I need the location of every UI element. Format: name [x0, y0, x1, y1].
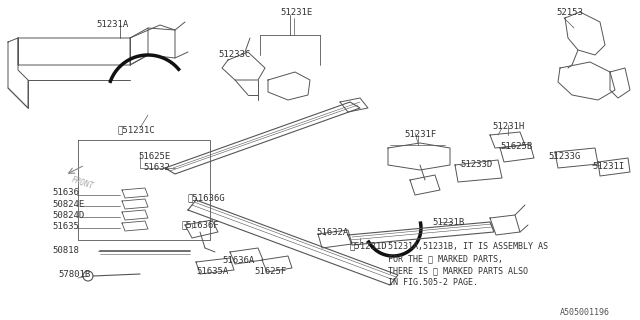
Text: 51635A: 51635A — [196, 267, 228, 276]
Text: 50818: 50818 — [52, 246, 79, 255]
Text: 51231B: 51231B — [432, 218, 464, 227]
Text: A505001196: A505001196 — [560, 308, 610, 317]
Text: 51625F: 51625F — [254, 267, 286, 276]
Text: FRONT: FRONT — [70, 175, 95, 191]
Text: 52153: 52153 — [556, 8, 583, 17]
Text: 51231H: 51231H — [492, 122, 524, 131]
Text: 51635: 51635 — [52, 222, 79, 231]
Text: THERE IS ※ MARKED PARTS ALSO: THERE IS ※ MARKED PARTS ALSO — [388, 266, 528, 275]
Text: 51636: 51636 — [52, 188, 79, 197]
Text: 51625B: 51625B — [500, 142, 532, 151]
Text: 51231E: 51231E — [280, 8, 312, 17]
Text: 51636A: 51636A — [222, 256, 254, 265]
Text: ※51636G: ※51636G — [188, 193, 226, 202]
Text: 51625E: 51625E — [138, 152, 170, 161]
Text: 57801B: 57801B — [58, 270, 90, 279]
Text: 51231F: 51231F — [404, 130, 436, 139]
Text: 50824D: 50824D — [52, 211, 84, 220]
Text: 51233C: 51233C — [218, 50, 250, 59]
Text: ※51636F: ※51636F — [182, 220, 220, 229]
Text: FOR THE ※ MARKED PARTS,: FOR THE ※ MARKED PARTS, — [388, 254, 503, 263]
Text: IN FIG.505-2 PAGE.: IN FIG.505-2 PAGE. — [388, 278, 478, 287]
Text: 51632A: 51632A — [316, 228, 348, 237]
Text: 51231A: 51231A — [96, 20, 128, 29]
Text: ※51231C: ※51231C — [118, 125, 156, 134]
Text: 50824E: 50824E — [52, 200, 84, 209]
Text: 51231A,51231B, IT IS ASSEMBLY AS: 51231A,51231B, IT IS ASSEMBLY AS — [388, 242, 548, 251]
Text: ※51231D: ※51231D — [350, 241, 388, 250]
Text: 51233G: 51233G — [548, 152, 580, 161]
Text: 51632: 51632 — [143, 163, 170, 172]
Text: 51233D: 51233D — [460, 160, 492, 169]
Text: 51231I: 51231I — [592, 162, 624, 171]
